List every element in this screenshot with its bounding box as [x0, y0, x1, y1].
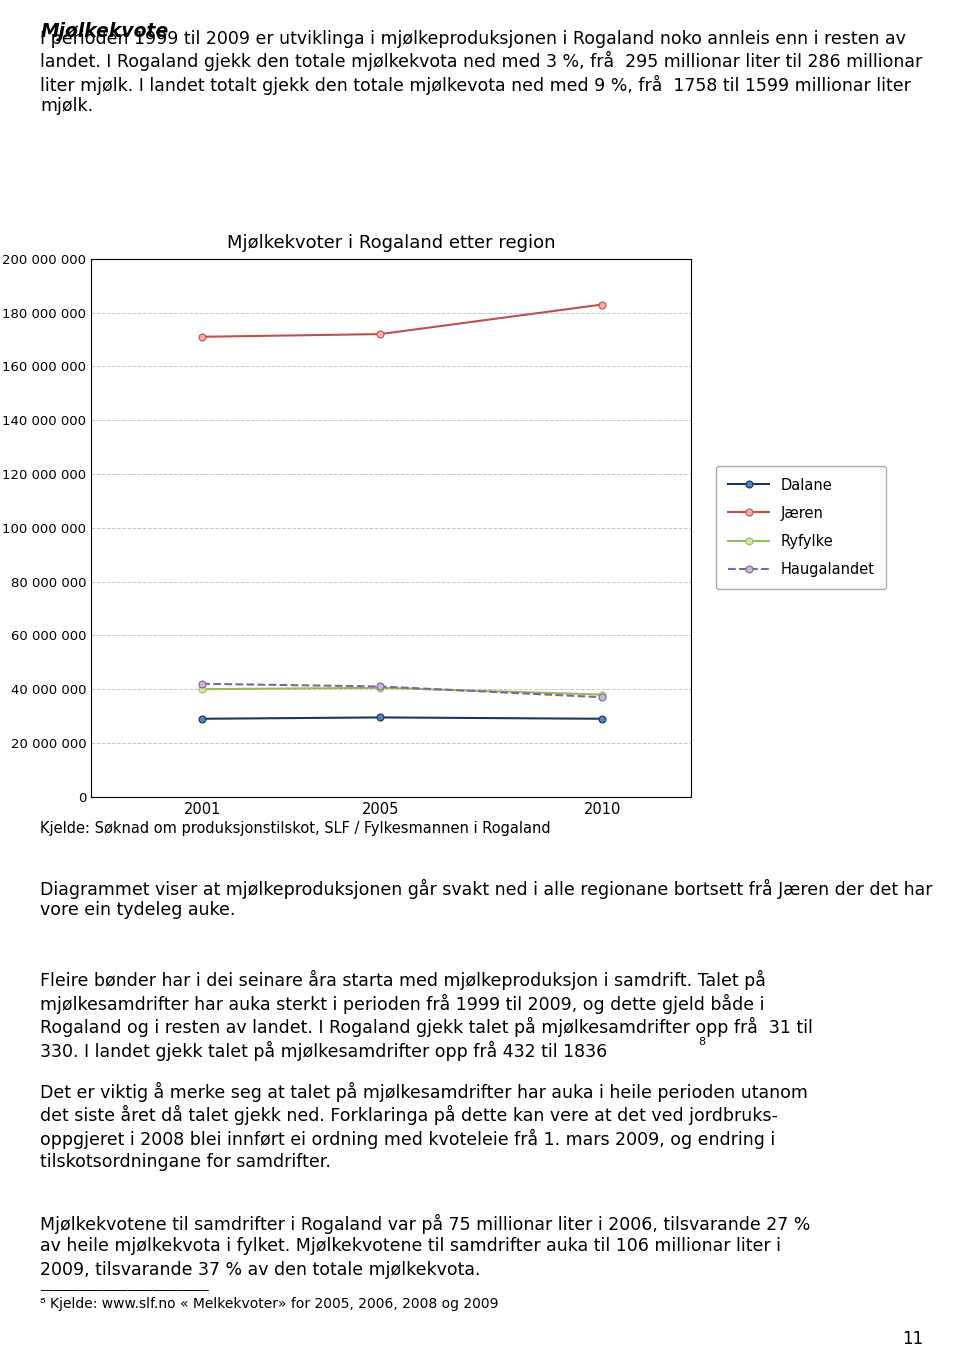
Text: tilskotsordningane for samdrifter.: tilskotsordningane for samdrifter. — [40, 1154, 331, 1171]
Jæren — [596, 297, 608, 313]
Line: Haugalandet: Haugalandet — [199, 681, 606, 700]
Text: Mjølkekvotene til samdrifter i Rogaland var på 75 millionar liter i 2006, tilsva: Mjølkekvotene til samdrifter i Rogaland … — [40, 1214, 810, 1234]
Text: ___________________________: ___________________________ — [40, 1278, 209, 1291]
Dalane — [197, 711, 208, 727]
Text: mjølkesamdrifter har auka sterkt i perioden frå 1999 til 2009, og dette gjeld bå: mjølkesamdrifter har auka sterkt i perio… — [40, 994, 765, 1013]
Line: Jæren: Jæren — [199, 301, 606, 340]
Text: 11: 11 — [902, 1331, 924, 1348]
Text: Diagrammet viser at mjølkeproduksjonen går svakt ned i alle regionane bortsett f: Diagrammet viser at mjølkeproduksjonen g… — [40, 878, 933, 919]
Jæren — [197, 328, 208, 345]
Text: Fleire bønder har i dei seinare åra starta med mjølkeproduksjon i samdrift. Tale: Fleire bønder har i dei seinare åra star… — [40, 970, 766, 990]
Ryfylke — [374, 680, 386, 696]
Haugalandet — [197, 676, 208, 692]
Text: av heile mjølkekvota i fylket. Mjølkekvotene til samdrifter auka til 106 million: av heile mjølkekvota i fylket. Mjølkekvo… — [40, 1238, 781, 1256]
Text: Rogaland og i resten av landet. I Rogaland gjekk talet på mjølkesamdrifter opp f: Rogaland og i resten av landet. I Rogala… — [40, 1017, 813, 1038]
Text: Kjelde: Søknad om produksjonstilskot, SLF / Fylkesmannen i Rogaland: Kjelde: Søknad om produksjonstilskot, SL… — [40, 821, 551, 836]
Haugalandet — [596, 689, 608, 706]
Text: 330. I landet gjekk talet på mjølkesamdrifter opp frå 432 til 1836: 330. I landet gjekk talet på mjølkesamdr… — [40, 1042, 608, 1061]
Ryfylke — [596, 686, 608, 703]
Text: Det er viktig å merke seg at talet på mjølkesamdrifter har auka i heile perioden: Det er viktig å merke seg at talet på mj… — [40, 1081, 808, 1102]
Dalane — [596, 711, 608, 727]
Text: ⁸ Kjelde: www.slf.no « Melkekvoter» for 2005, 2006, 2008 og 2009: ⁸ Kjelde: www.slf.no « Melkekvoter» for … — [40, 1297, 499, 1310]
Line: Ryfylke: Ryfylke — [199, 684, 606, 697]
Text: det siste året då talet gjekk ned. Forklaringa på dette kan vere at det ved jord: det siste året då talet gjekk ned. Forkl… — [40, 1106, 779, 1125]
Legend: Dalane, Jæren, Ryfylke, Haugalandet: Dalane, Jæren, Ryfylke, Haugalandet — [716, 466, 886, 590]
Text: oppgjeret i 2008 blei innført ei ordning med kvoteleie frå 1. mars 2009, og endr: oppgjeret i 2008 blei innført ei ordning… — [40, 1129, 776, 1150]
Dalane — [374, 710, 386, 726]
Haugalandet — [374, 678, 386, 695]
Line: Dalane: Dalane — [199, 714, 606, 722]
Text: Mjølkekvote: Mjølkekvote — [40, 22, 169, 41]
Jæren — [374, 326, 386, 342]
Title: Mjølkekvoter i Rogaland etter region: Mjølkekvoter i Rogaland etter region — [227, 234, 556, 252]
Text: 2009, tilsvarande 37 % av den totale mjølkekvota.: 2009, tilsvarande 37 % av den totale mjø… — [40, 1261, 481, 1279]
Ryfylke — [197, 681, 208, 697]
Text: I perioden 1999 til 2009 er utviklinga i mjølkeproduksjonen i Rogaland noko annl: I perioden 1999 til 2009 er utviklinga i… — [40, 30, 923, 116]
Text: 8: 8 — [698, 1038, 705, 1047]
